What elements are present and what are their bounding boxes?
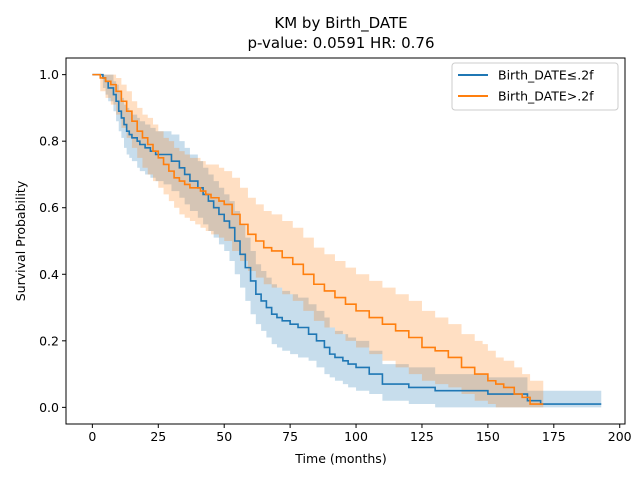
legend-label-series-1: Birth_DATE≤.2f <box>498 68 594 83</box>
x-tick-label: 25 <box>150 429 166 444</box>
y-axis-label: Survival Probability <box>13 180 28 301</box>
x-tick-label: 50 <box>216 429 232 444</box>
legend-label-series-2: Birth_DATE>.2f <box>498 89 594 104</box>
x-tick-label: 150 <box>476 429 500 444</box>
y-tick-label: 0.0 <box>39 400 59 415</box>
confidence-band-series-1 <box>92 74 602 408</box>
x-tick-label: 125 <box>410 429 434 444</box>
x-tick-label: 75 <box>282 429 298 444</box>
y-tick-label: 0.8 <box>39 134 59 149</box>
survival-line-series-1 <box>92 73 602 405</box>
x-tick-label: 200 <box>608 429 632 444</box>
x-axis-ticks: 0 25 50 75 100 125 150 175 200 <box>88 424 632 444</box>
x-tick-label: 100 <box>344 429 368 444</box>
y-tick-label: 0.4 <box>39 267 59 282</box>
y-axis-ticks: 0.0 0.2 0.4 0.6 0.8 1.0 <box>39 67 66 415</box>
chart-title-line1: KM by Birth_DATE <box>274 14 407 33</box>
confidence-band-series-2 <box>92 74 544 408</box>
y-tick-label: 1.0 <box>39 67 59 82</box>
legend-box <box>451 62 619 111</box>
survival-line-series-2 <box>92 73 544 405</box>
x-tick-label: 0 <box>88 429 96 444</box>
y-tick-label: 0.6 <box>39 200 59 215</box>
axes-frame <box>65 57 626 425</box>
legend: Birth_DATE≤.2f Birth_DATE>.2f <box>451 62 619 111</box>
chart-title-line2: p-value: 0.0591 HR: 0.76 <box>247 34 434 52</box>
y-tick-label: 0.2 <box>39 333 59 348</box>
plot-area <box>92 73 602 408</box>
x-tick-label: 175 <box>542 429 566 444</box>
x-axis-label: Time (months) <box>294 451 386 466</box>
